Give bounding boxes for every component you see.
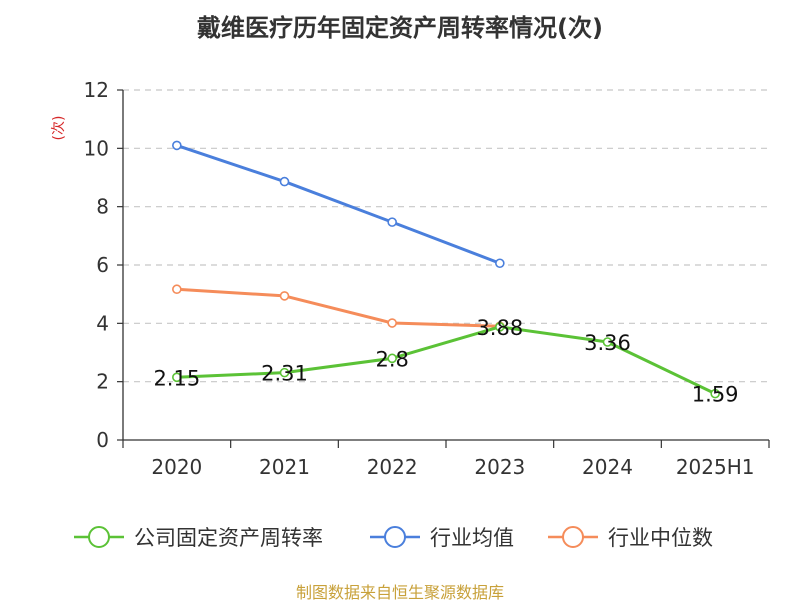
legend-marker bbox=[88, 526, 110, 548]
series-line-2 bbox=[176, 287, 500, 328]
y-tick-label: 12 bbox=[84, 78, 109, 102]
data-label: 1.59 bbox=[692, 383, 739, 407]
data-label: 2.8 bbox=[375, 347, 408, 371]
y-tick-label: 8 bbox=[96, 195, 109, 219]
data-point bbox=[172, 140, 182, 151]
legend-item: 行业中位数 bbox=[548, 526, 713, 550]
data-label: 3.88 bbox=[476, 316, 523, 340]
legend-item: 公司固定资产周转率 bbox=[74, 526, 323, 550]
legend-label: 公司固定资产周转率 bbox=[134, 526, 323, 550]
legend-item: 行业均值 bbox=[370, 526, 514, 550]
x-tick-label: 2022 bbox=[367, 455, 418, 479]
data-point bbox=[279, 367, 290, 378]
data-point bbox=[387, 217, 397, 227]
legend-marker bbox=[562, 526, 584, 548]
legend-label: 行业中位数 bbox=[608, 526, 713, 550]
data-label: 2.15 bbox=[153, 366, 200, 390]
data-point bbox=[172, 372, 182, 383]
data-label: 2.31 bbox=[261, 362, 308, 386]
y-tick-label: 10 bbox=[84, 136, 109, 160]
series-line-1 bbox=[176, 143, 501, 265]
series-line-0 bbox=[176, 325, 716, 395]
x-tick-label: 2020 bbox=[151, 455, 202, 479]
data-label: 3.36 bbox=[584, 331, 631, 355]
x-tick-label: 2021 bbox=[259, 455, 310, 479]
legend-marker bbox=[384, 526, 406, 548]
x-tick-label: 2024 bbox=[582, 455, 633, 479]
y-axis-unit-label: (次) bbox=[51, 116, 67, 141]
data-point bbox=[387, 318, 397, 328]
y-tick-label: 4 bbox=[96, 311, 109, 335]
data-point bbox=[279, 176, 290, 187]
data-point bbox=[495, 258, 505, 269]
x-tick-label: 2025H1 bbox=[676, 455, 755, 479]
data-point bbox=[495, 322, 505, 332]
y-tick-label: 6 bbox=[96, 253, 109, 277]
data-point bbox=[172, 284, 182, 295]
data-point bbox=[279, 291, 290, 301]
data-point bbox=[602, 337, 613, 347]
source-note: 制图数据来自恒生聚源数据库 bbox=[295, 583, 504, 602]
chart-title: 戴维医疗历年固定资产周转率情况(次) bbox=[197, 14, 603, 42]
data-point bbox=[387, 353, 397, 364]
legend-label: 行业均值 bbox=[430, 526, 514, 550]
data-point bbox=[710, 388, 720, 399]
y-tick-label: 2 bbox=[96, 370, 109, 394]
y-tick-label: 0 bbox=[96, 428, 109, 452]
x-tick-label: 2023 bbox=[474, 455, 525, 479]
